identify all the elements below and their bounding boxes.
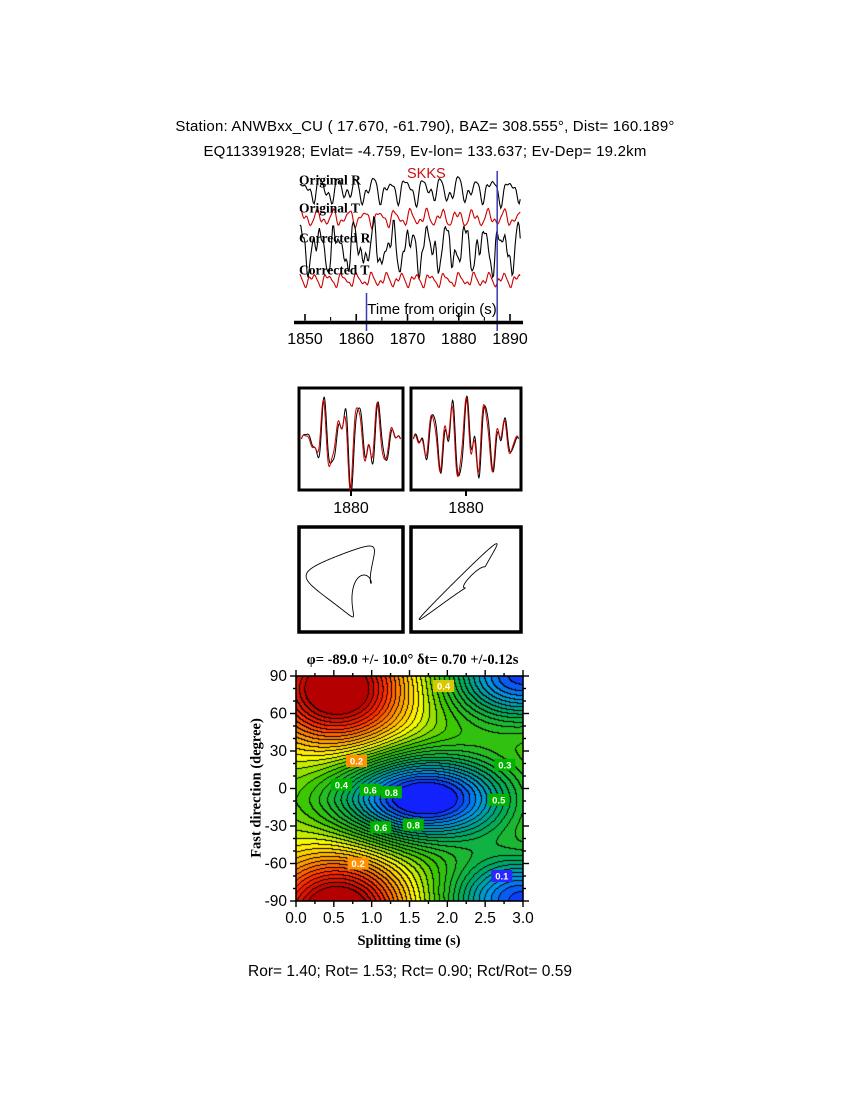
trace-path [299, 215, 521, 280]
time-tick-label: 1890 [492, 331, 528, 348]
phase-label: SKKS [407, 166, 446, 182]
trace-label: Original R [299, 173, 361, 188]
time-tick-label: 1870 [390, 331, 426, 348]
contour-x-tick-label: 0.5 [323, 910, 345, 927]
contour-y-tick-label: 90 [270, 668, 288, 685]
contour-x-tick-label: 0.0 [285, 910, 307, 927]
contour-y-tick-label: -60 [265, 856, 288, 873]
contour-x-tick-label: 1.5 [399, 910, 421, 927]
particle-motion-path [305, 545, 375, 618]
trace-label: Original T [299, 201, 360, 216]
particle-panel-frame [297, 525, 405, 634]
contour-y-tick-label: 60 [270, 706, 288, 723]
event-header-line: EQ113391928; Evlat= -4.759, Ev-lon= 133.… [203, 143, 647, 160]
contour-y-tick-label: 0 [278, 781, 287, 798]
error-surface-heatmap [296, 676, 523, 901]
overlay-series-path [301, 396, 401, 495]
fast-direction-axis-label: Fast direction (degree) [248, 718, 265, 858]
overlay-panel-left-tick-label: 1880 [333, 500, 369, 517]
trace-path [299, 271, 521, 289]
time-tick-label: 1860 [338, 331, 374, 348]
trace-path [299, 207, 521, 230]
particle-motion-path [418, 543, 498, 621]
overlay-series-path [413, 396, 519, 477]
contour-y-tick-label: -30 [265, 818, 288, 835]
particle-panel-frame [409, 525, 523, 634]
overlay-panel-right-tick-label: 1880 [448, 500, 484, 517]
time-tick-label: 1850 [287, 331, 323, 348]
overlay-series-path [301, 399, 401, 492]
time-axis-label: Time from origin (s) [367, 301, 497, 318]
contour-x-tick-label: 3.0 [512, 910, 534, 927]
time-tick-label: 1880 [441, 331, 477, 348]
trace-label: Corrected T [299, 263, 369, 278]
overlay-series-path [413, 395, 519, 480]
results-line: Ror= 1.40; Rot= 1.53; Rct= 0.90; Rct/Rot… [248, 963, 572, 980]
station-header-line: Station: ANWBxx_CU ( 17.670, -61.790), B… [175, 118, 675, 135]
splitting-result-title: φ= -89.0 +/- 10.0° δt= 0.70 +/-0.12s [306, 652, 519, 668]
contour-y-tick-label: -90 [265, 893, 288, 910]
contour-x-tick-label: 2.5 [474, 910, 496, 927]
contour-y-tick-label: 30 [270, 743, 288, 760]
splitting-time-axis-label: Splitting time (s) [357, 933, 461, 949]
trace-path [299, 176, 521, 210]
overlay-panel-frame [297, 386, 405, 492]
trace-label: Corrected R [299, 231, 371, 246]
contour-x-tick-label: 1.0 [361, 910, 383, 927]
contour-x-tick-label: 2.0 [437, 910, 459, 927]
overlay-panel-frame [409, 386, 523, 492]
